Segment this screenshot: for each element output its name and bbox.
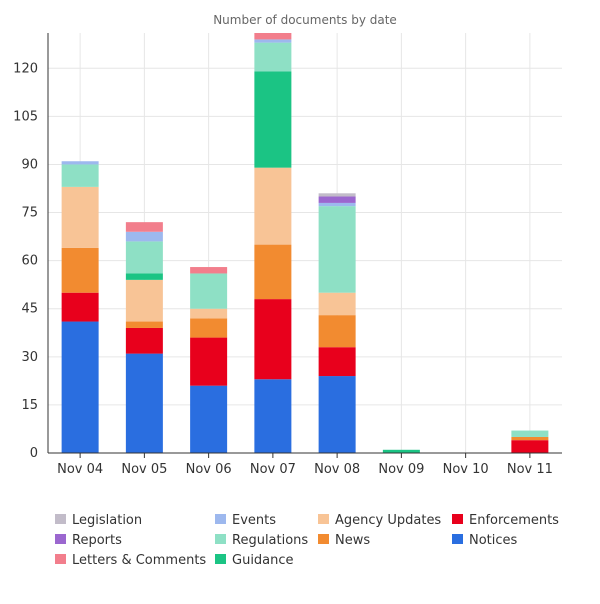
- y-axis-ticks: 0 15 30 45 60 75 90 105 120: [13, 61, 38, 461]
- legend-label: Events: [232, 513, 276, 528]
- legend-item[interactable]: Reports: [55, 533, 122, 548]
- bar-segment-regulations[interactable]: [125, 241, 163, 274]
- axes: [47, 33, 562, 454]
- legend-item[interactable]: Agency Updates: [318, 513, 441, 528]
- legend-label: Letters & Comments: [72, 553, 206, 568]
- legend-label: Regulations: [232, 533, 308, 548]
- bar-segment-notices[interactable]: [61, 321, 99, 453]
- x-tick-label: Nov 05: [121, 462, 167, 477]
- y-tick-label: 60: [21, 254, 38, 269]
- x-axis-ticks: Nov 04 Nov 05 Nov 06 Nov 07 Nov 08 Nov 09 Nov …: [57, 453, 553, 477]
- bar-segment-regulations[interactable]: [318, 206, 356, 293]
- bar-segment-agency-updates[interactable]: [190, 308, 228, 319]
- y-tick-label: 45: [21, 302, 38, 317]
- legend-label: Enforcements: [469, 513, 559, 528]
- legend-item[interactable]: Enforcements: [452, 513, 559, 528]
- legend-label: Reports: [72, 533, 122, 548]
- bar-segment-letters-comments[interactable]: [254, 33, 292, 40]
- bar-segment-enforcements[interactable]: [318, 347, 356, 377]
- bar-segment-regulations[interactable]: [190, 273, 228, 309]
- legend-swatch: [452, 514, 463, 524]
- bar-segment-regulations[interactable]: [61, 164, 99, 187]
- legend-item[interactable]: Events: [215, 513, 276, 528]
- bar-segment-news[interactable]: [190, 318, 228, 338]
- x-tick-label: Nov 09: [378, 462, 424, 477]
- bar-segment-legislation[interactable]: [318, 193, 356, 197]
- bar-segment-notices[interactable]: [190, 385, 228, 453]
- legend-swatch: [215, 554, 226, 564]
- legend-swatch: [452, 534, 463, 544]
- bar-segment-enforcements[interactable]: [190, 337, 228, 386]
- x-tick-label: Nov 04: [57, 462, 103, 477]
- legend-item[interactable]: Regulations: [215, 533, 308, 548]
- bar-segment-news[interactable]: [318, 315, 356, 348]
- bar-segment-agency-updates[interactable]: [125, 279, 163, 322]
- bar-segment-news[interactable]: [254, 244, 292, 300]
- legend-swatch: [215, 534, 226, 544]
- bar-segment-notices[interactable]: [318, 376, 356, 453]
- bar-segment-enforcements[interactable]: [254, 299, 292, 380]
- y-tick-label: 30: [21, 350, 38, 365]
- bar-segment-reports[interactable]: [318, 196, 356, 203]
- legend-swatch: [318, 534, 329, 544]
- bar-segment-regulations[interactable]: [254, 42, 292, 72]
- x-tick-label: Nov 06: [186, 462, 232, 477]
- legend-swatch: [55, 554, 66, 564]
- legend-item[interactable]: Legislation: [55, 513, 142, 528]
- legend-swatch: [55, 514, 66, 524]
- bar-segment-enforcements[interactable]: [125, 327, 163, 354]
- grid-lines: [48, 33, 562, 453]
- legend-label: Notices: [469, 533, 518, 548]
- y-tick-label: 105: [13, 109, 38, 124]
- x-tick-label: Nov 11: [507, 462, 553, 477]
- x-tick-label: Nov 08: [314, 462, 360, 477]
- legend-item[interactable]: Notices: [452, 533, 518, 548]
- bar-segment-guidance[interactable]: [254, 71, 292, 168]
- bar-segment-events[interactable]: [254, 39, 292, 43]
- bar-segment-agency-updates[interactable]: [318, 292, 356, 316]
- chart-title: Number of documents by date: [213, 13, 397, 27]
- legend-label: Guidance: [232, 553, 294, 568]
- legend-item[interactable]: News: [318, 533, 370, 548]
- bar-segment-news[interactable]: [511, 436, 549, 441]
- x-tick-label: Nov 10: [443, 462, 489, 477]
- bar-segment-letters-comments[interactable]: [190, 267, 228, 274]
- y-tick-label: 90: [21, 157, 38, 172]
- bar-segment-notices[interactable]: [125, 353, 163, 453]
- bar-segment-enforcements[interactable]: [511, 440, 549, 453]
- bars: [61, 33, 549, 453]
- bar-segment-news[interactable]: [125, 321, 163, 328]
- bar-segment-notices[interactable]: [254, 379, 292, 453]
- bar-segment-regulations[interactable]: [511, 430, 549, 437]
- y-tick-label: 120: [13, 61, 38, 76]
- y-tick-label: 15: [21, 398, 38, 413]
- bar-segment-guidance[interactable]: [125, 273, 163, 280]
- x-tick-label: Nov 07: [250, 462, 296, 477]
- bar-segment-agency-updates[interactable]: [254, 167, 292, 245]
- bar-segment-guidance[interactable]: [382, 449, 420, 453]
- bar-segment-events[interactable]: [125, 231, 163, 242]
- bar-segment-events[interactable]: [61, 161, 99, 165]
- legend-swatch: [318, 514, 329, 524]
- legend-label: Legislation: [72, 513, 142, 528]
- legend-item[interactable]: Letters & Comments: [55, 553, 206, 568]
- legend-label: News: [335, 533, 370, 548]
- bar-segment-events[interactable]: [318, 202, 356, 207]
- legend-label: Agency Updates: [335, 513, 441, 528]
- bar-segment-letters-comments[interactable]: [125, 222, 163, 232]
- bar-segment-news[interactable]: [61, 247, 99, 293]
- legend-item[interactable]: Guidance: [215, 553, 294, 568]
- y-tick-label: 75: [21, 206, 38, 221]
- legend-swatch: [215, 514, 226, 524]
- bar-segment-agency-updates[interactable]: [61, 186, 99, 248]
- legend: Legislation Events Agency Updates Enforceme…: [55, 513, 559, 568]
- legend-swatch: [55, 534, 66, 544]
- bar-segment-enforcements[interactable]: [61, 292, 99, 322]
- y-tick-label: 0: [30, 446, 38, 461]
